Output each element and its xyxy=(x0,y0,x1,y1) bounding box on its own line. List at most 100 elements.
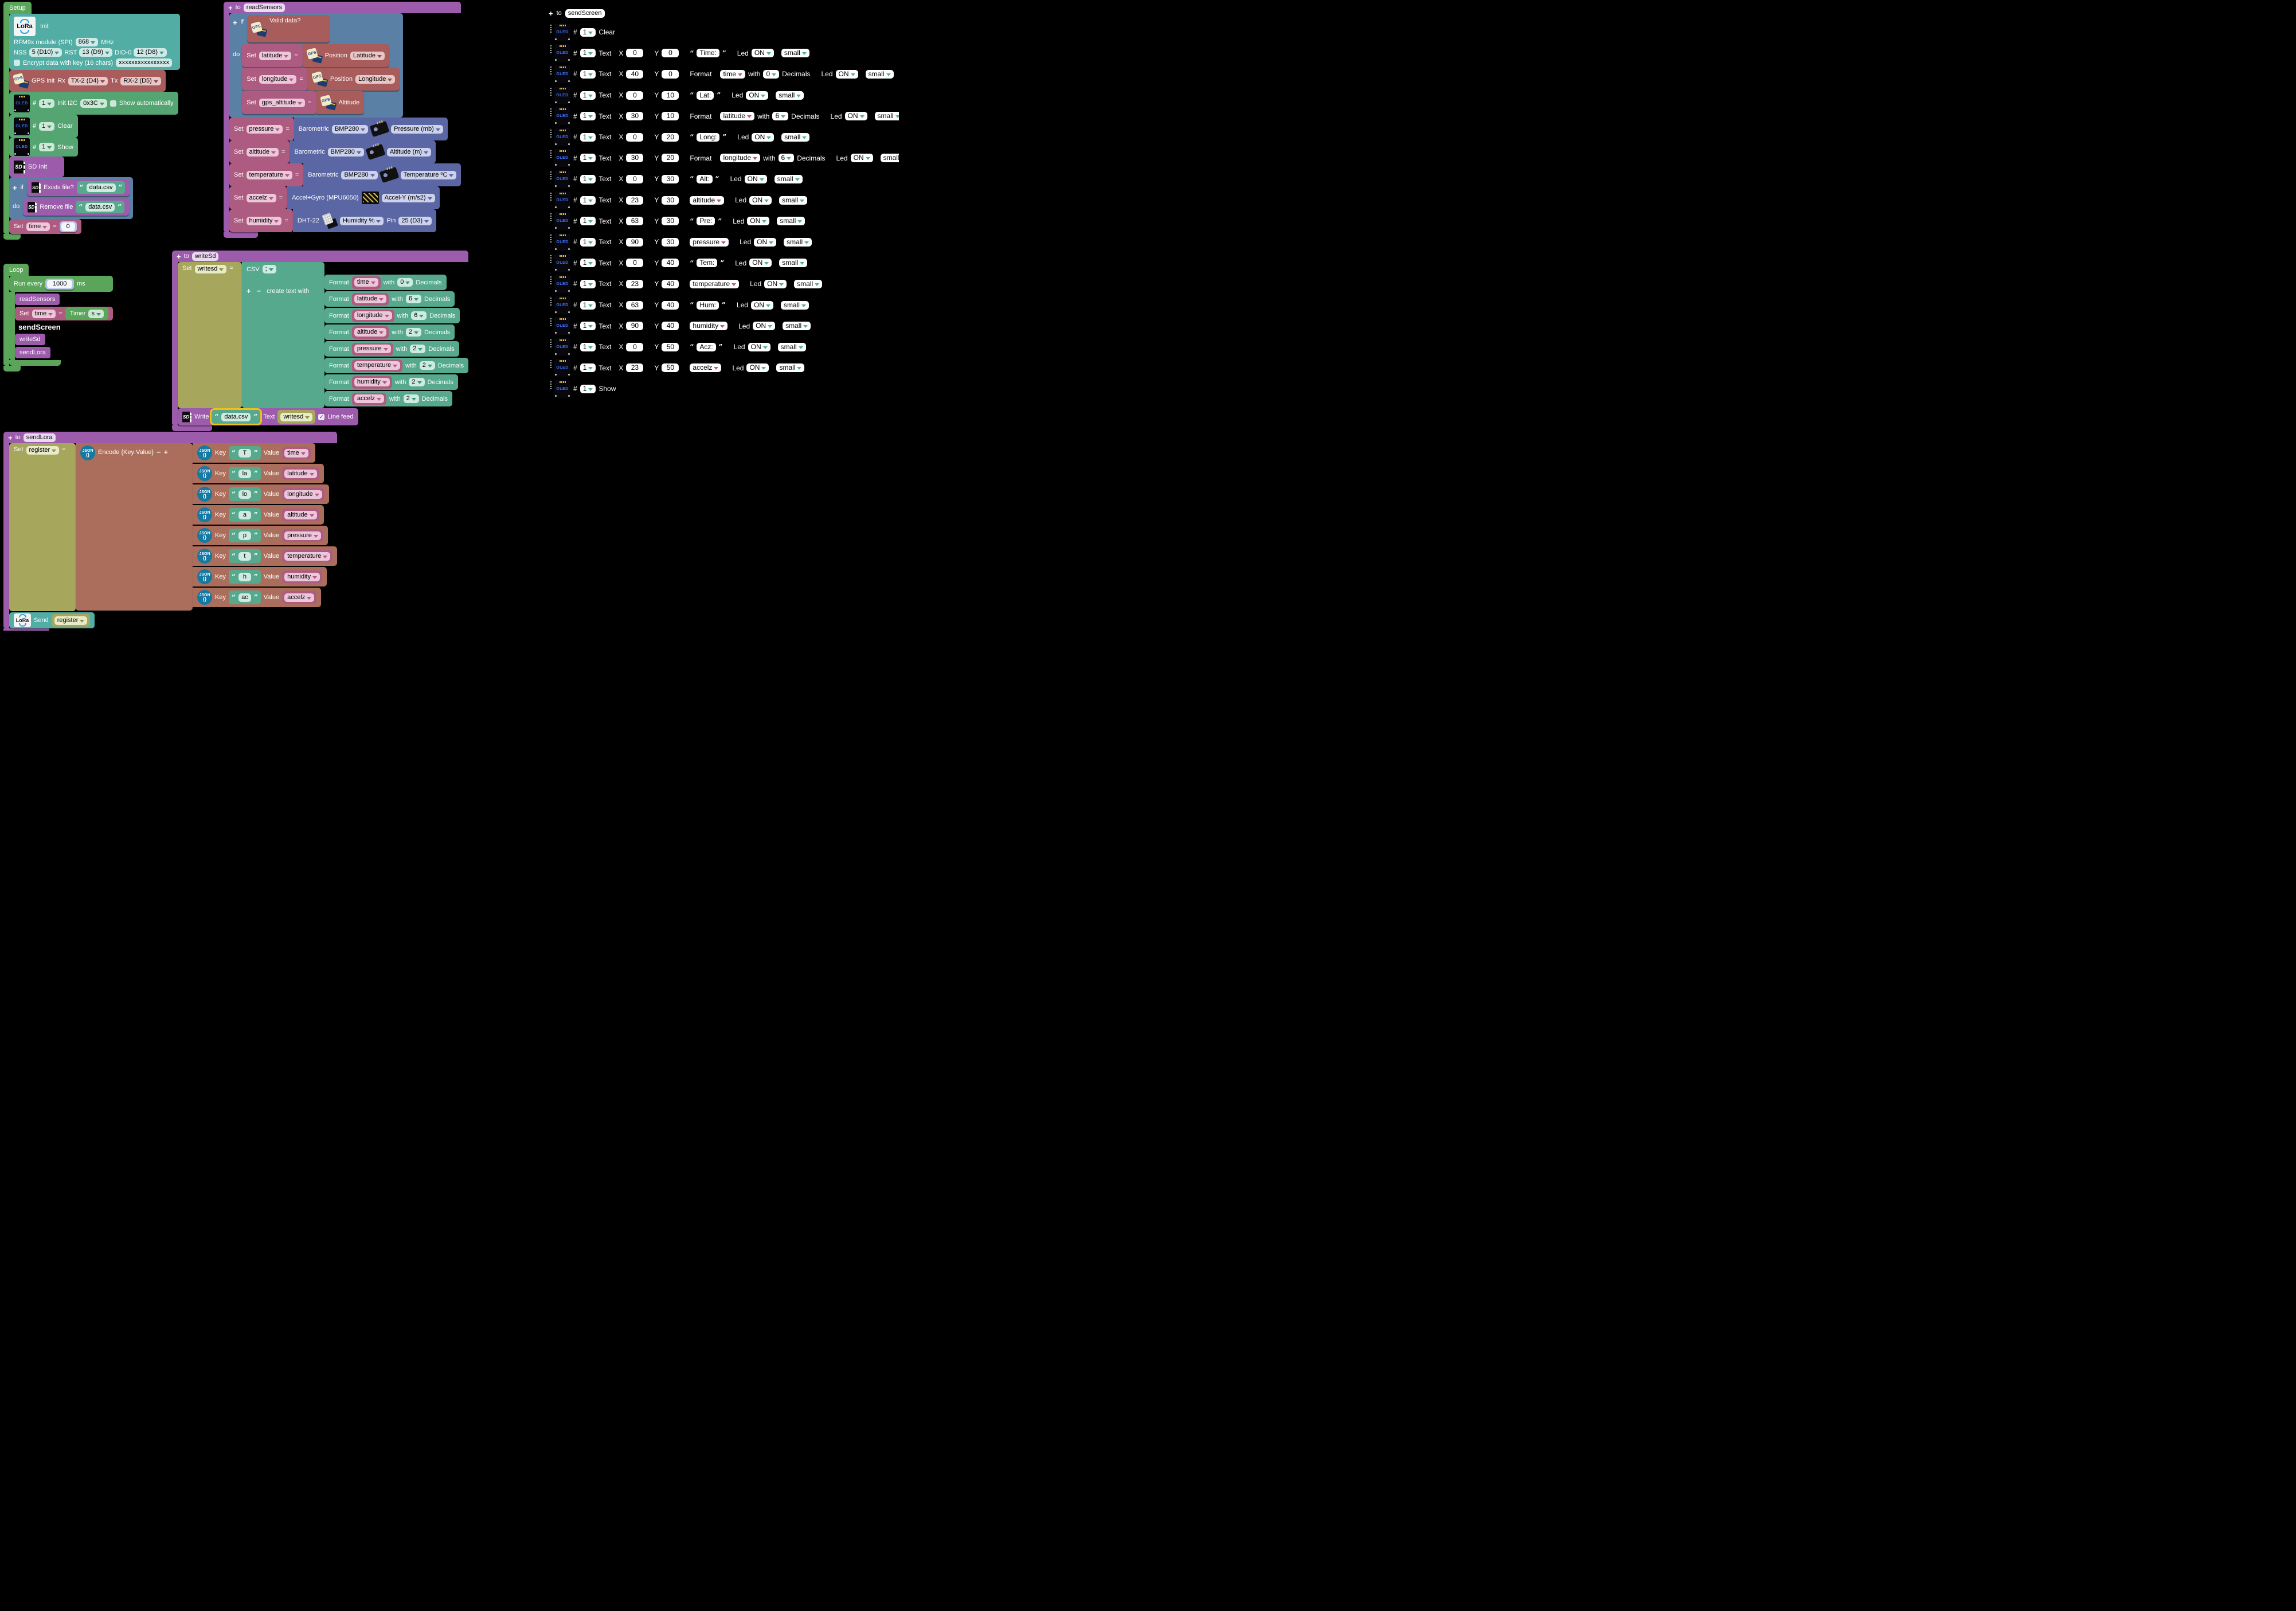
y-value-field[interactable]: 10 xyxy=(662,112,679,121)
variable-dropdown[interactable]: gps_altitude xyxy=(259,98,306,107)
set-variable-block[interactable]: Set accelz = xyxy=(229,186,288,209)
lora-send-block[interactable]: LoRa Send register xyxy=(9,612,95,628)
led-dropdown[interactable]: ON xyxy=(844,112,867,121)
decimals-dropdown[interactable]: 6 xyxy=(405,295,422,303)
readsensors-function[interactable]: + to readSensors + if GPS Valid data? xyxy=(224,2,461,238)
string-block[interactable]: “ data.csv ” xyxy=(76,181,126,194)
oled-command-row[interactable]: OLED #1 Text X 23 Y 30 altitude Led ON small xyxy=(550,190,808,211)
key-field[interactable]: a xyxy=(238,510,251,519)
variable-get-block[interactable]: longitude xyxy=(351,309,394,322)
led-dropdown[interactable]: ON xyxy=(835,69,858,79)
size-dropdown[interactable]: small xyxy=(777,342,806,351)
decimals-dropdown[interactable]: 2 xyxy=(405,328,422,337)
oled-num-dropdown[interactable]: 1 xyxy=(580,363,596,373)
x-value-field[interactable]: 23 xyxy=(626,279,644,288)
variable-dropdown[interactable]: writesd xyxy=(194,265,227,273)
size-dropdown[interactable]: small xyxy=(794,279,823,288)
set-register-block[interactable]: Set register = xyxy=(9,443,76,611)
variable-dropdown[interactable]: humidity xyxy=(284,572,320,581)
led-dropdown[interactable]: ON xyxy=(748,342,770,351)
loop-tab[interactable]: Loop xyxy=(3,264,29,276)
decimals-dropdown[interactable]: 2 xyxy=(419,361,435,370)
lora-rst-dropdown[interactable]: 13 (D9) xyxy=(79,48,112,57)
show-auto-checkbox[interactable] xyxy=(109,100,116,107)
variable-get-block[interactable]: time xyxy=(351,276,381,289)
variable-dropdown[interactable]: time xyxy=(26,222,50,231)
plus-icon[interactable]: + xyxy=(228,3,233,12)
plus-icon[interactable]: + xyxy=(177,252,181,261)
gps-option-dropdown[interactable]: Longitude xyxy=(355,75,396,84)
writesd-header[interactable]: + to writeSd xyxy=(172,251,469,262)
variable-dropdown[interactable]: longitude xyxy=(284,490,322,499)
variable-dropdown[interactable]: temperature xyxy=(354,361,401,370)
setup-tab[interactable]: Setup xyxy=(3,2,32,14)
readsensors-header[interactable]: + to readSensors xyxy=(224,2,461,13)
variable-dropdown[interactable]: temperature xyxy=(690,279,740,288)
led-dropdown[interactable]: ON xyxy=(754,237,777,247)
sd-exists-block[interactable]: SD Exists file? “ data.csv ” xyxy=(27,179,130,196)
size-dropdown[interactable]: small xyxy=(779,195,808,205)
json-keyvalue-block[interactable]: JSON{} Key “la” Value latitude xyxy=(193,464,324,483)
x-value-field[interactable]: 0 xyxy=(626,259,644,268)
variable-dropdown[interactable]: time xyxy=(284,448,308,458)
linefeed-checkbox[interactable]: ✓ xyxy=(318,413,325,420)
size-dropdown[interactable]: small xyxy=(781,49,809,58)
variable-get-block[interactable]: altitude xyxy=(351,326,389,339)
variable-get-block[interactable]: latitude xyxy=(351,292,389,306)
gps-value-block[interactable]: GPS Position Latitude xyxy=(302,44,389,67)
oled-num-dropdown[interactable]: 1 xyxy=(580,28,596,37)
oled-command-row[interactable]: OLED #1 Text X 63 Y 40 “Hum:” Led ON small xyxy=(550,295,809,316)
variable-get-block[interactable]: latitude xyxy=(282,467,319,480)
interval-field[interactable]: 1000 xyxy=(47,279,73,288)
size-dropdown[interactable]: small xyxy=(783,322,811,331)
y-value-field[interactable]: 40 xyxy=(662,322,679,331)
timer-unit-dropdown[interactable]: s xyxy=(88,309,104,318)
sendscreen-header[interactable]: + to sendScreen xyxy=(549,8,899,18)
oled-command-row[interactable]: OLED #1 Text X 0 Y 20 “Long:” Led ON small xyxy=(550,127,810,148)
oled-num-dropdown[interactable]: 1 xyxy=(580,237,596,247)
x-value-field[interactable]: 30 xyxy=(626,112,644,121)
variable-get-block[interactable]: humidity xyxy=(351,376,392,389)
sd-remove-block[interactable]: SD Remove file “ data.csv ” xyxy=(23,198,130,216)
function-name-field[interactable]: readSensors xyxy=(243,3,285,12)
sendlora-function[interactable]: + to sendLora Set register = JSON{} Enco… xyxy=(3,432,338,631)
oled-command-row[interactable]: OLED #1 Text X 90 Y 40 humidity Led ON small xyxy=(550,315,811,337)
variable-get-block[interactable]: altitude xyxy=(282,509,319,521)
size-dropdown[interactable]: small xyxy=(880,154,899,163)
variable-dropdown[interactable]: longitude xyxy=(259,75,297,84)
function-name-field[interactable]: sendScreen xyxy=(565,9,605,18)
oled-command-row[interactable]: OLED #1 Text X 23 Y 40 temperature Led ON small xyxy=(550,273,823,295)
decimals-dropdown[interactable]: 6 xyxy=(772,112,789,121)
sensor-value-block[interactable]: DHT-22 Humidity % Pin 25 (D3) xyxy=(292,209,437,232)
pin-dropdown[interactable]: 25 (D3) xyxy=(398,216,432,225)
filename-field[interactable]: data.csv xyxy=(85,202,115,212)
size-dropdown[interactable]: small xyxy=(784,237,812,247)
key-field[interactable]: t xyxy=(238,552,251,561)
oled-num-dropdown[interactable]: 1 xyxy=(580,174,596,183)
lora-init-block[interactable]: LoRa Init RFM9x module (SPI) 868 MHz NSS… xyxy=(9,14,180,70)
x-value-field[interactable]: 23 xyxy=(626,195,644,205)
variable-dropdown[interactable]: latitude xyxy=(259,51,292,60)
key-field[interactable]: p xyxy=(238,531,251,540)
sensor-model-dropdown[interactable]: BMP280 xyxy=(341,170,378,179)
format-block[interactable]: Format longitude with 6 Decimals xyxy=(324,308,460,323)
sensor-value-block[interactable]: Barometric BMP280 Altitude (m) xyxy=(290,140,436,163)
oled-num-dropdown[interactable]: 1 xyxy=(580,259,596,268)
gps-value-block[interactable]: GPS Position Longitude xyxy=(307,68,400,91)
string-field[interactable]: Acz: xyxy=(697,342,716,351)
gps-valid-block[interactable]: GPS Valid data? xyxy=(247,15,330,42)
x-value-field[interactable]: 0 xyxy=(626,132,644,142)
interval-number-block[interactable]: 1000 xyxy=(45,278,75,290)
led-dropdown[interactable]: ON xyxy=(850,154,873,163)
oled-command-row[interactable]: OLED #1 Text X 0 Y 30 “Alt:” Led ON small xyxy=(550,169,803,190)
sendlora-header[interactable]: + to sendLora xyxy=(3,432,338,443)
key-field[interactable]: ac xyxy=(238,593,251,602)
lora-dio-dropdown[interactable]: 12 (D8) xyxy=(134,48,167,57)
oled-command-row[interactable]: OLED #1 Text X 63 Y 30 “Pre:” Led ON small xyxy=(550,210,805,232)
variable-dropdown[interactable]: time xyxy=(720,69,746,79)
oled-num-dropdown[interactable]: 1 xyxy=(580,217,596,226)
y-value-field[interactable]: 30 xyxy=(662,195,679,205)
decimals-dropdown[interactable]: 6 xyxy=(778,154,795,163)
gps-if-block[interactable]: + if GPS Valid data? do Set latitude = GPS P… xyxy=(229,13,404,118)
y-value-field[interactable]: 10 xyxy=(662,91,679,100)
